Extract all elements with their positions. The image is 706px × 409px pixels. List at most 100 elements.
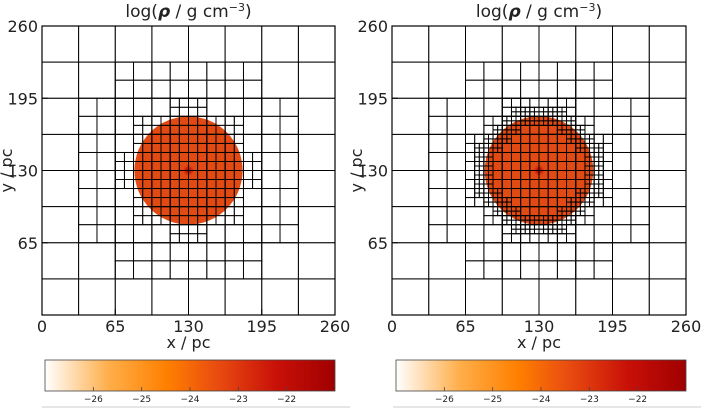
amr-block [561,224,568,230]
amr-block [520,111,526,117]
amr-block [465,242,485,262]
amr-block [515,111,522,117]
amr-block [630,224,650,244]
amr-block [96,170,116,190]
amr-block [556,233,568,244]
amr-block [169,61,189,81]
amr-block [297,242,336,280]
amr-block [233,215,244,226]
chart-title: log(ρ / g cm−3) [125,1,251,22]
colorbar-tick-label: −24 [181,395,200,405]
amr-block [612,278,650,316]
amr-block [520,260,540,280]
amr-block [529,97,540,108]
amr-block [584,201,590,208]
amr-block [561,106,568,113]
amr-block [612,188,632,208]
amr-block [114,61,135,81]
amr-block [538,260,558,280]
amr-block [41,170,80,208]
amr-block [612,224,632,244]
amr-block [602,170,613,180]
amr-block [602,142,613,153]
amr-block [598,174,604,180]
amr-block [391,25,430,63]
amr-block [483,138,489,144]
y-axis-label: y / pc [347,149,366,193]
amr-block [593,188,600,194]
amr-block [297,133,336,171]
amr-block [96,224,116,244]
amr-block [261,61,299,99]
amr-block [538,242,558,262]
amr-block [547,224,554,230]
amr-block [114,79,135,99]
amr-block [556,97,568,108]
colorbar [44,359,336,392]
amr-block [151,242,171,262]
amr-block [446,151,466,171]
amr-block [478,183,485,190]
amr-block [465,170,476,180]
amr-block [197,224,208,235]
amr-block [593,197,604,208]
amr-block [556,242,577,262]
amr-block [261,170,281,190]
amr-block [178,233,189,244]
amr-block [261,206,281,226]
amr-block [589,197,595,203]
amr-block [114,278,153,316]
amr-block [598,161,604,167]
amr-block [224,278,263,316]
amr-block [41,61,80,99]
amr-block [224,215,235,226]
amr-block [78,170,98,190]
amr-block [612,25,650,63]
x-tick-label: 0 [37,317,47,336]
amr-block [478,170,485,176]
amr-block [529,224,535,230]
amr-block [242,161,254,171]
amr-block [520,61,540,81]
amr-block [478,188,485,194]
amr-block [589,147,595,153]
amr-block [510,111,517,117]
amr-block [579,124,586,131]
amr-block [598,142,604,149]
amr-block [446,115,466,135]
amr-block [391,97,430,135]
amr-block [589,188,595,194]
amr-block [538,228,545,235]
amr-block [538,233,549,244]
amr-block [497,124,503,131]
amr-block [543,111,549,117]
amr-block [593,151,600,158]
y-tick-label: 65 [368,234,388,253]
amr-block [579,210,586,217]
amr-block [501,79,522,99]
amr-block [510,233,522,244]
amr-block [96,97,116,117]
amr-block [428,224,448,244]
amr-block [391,170,430,208]
amr-block [593,115,613,135]
amr-block [114,188,135,208]
amr-block [520,106,526,113]
amr-block [561,219,568,226]
amr-block [169,106,180,117]
amr-block [510,106,517,113]
amr-block [589,133,595,140]
amr-block [648,242,687,280]
amr-block [279,97,299,117]
amr-block [547,111,554,117]
amr-block [242,133,263,153]
amr-block [114,97,135,117]
amr-block [123,161,135,171]
amr-block [501,224,512,235]
amr-block [593,79,613,99]
amr-block [233,115,244,126]
amr-block [648,170,687,208]
amr-block [515,228,522,235]
amr-block [483,242,503,262]
amr-block [151,97,171,117]
